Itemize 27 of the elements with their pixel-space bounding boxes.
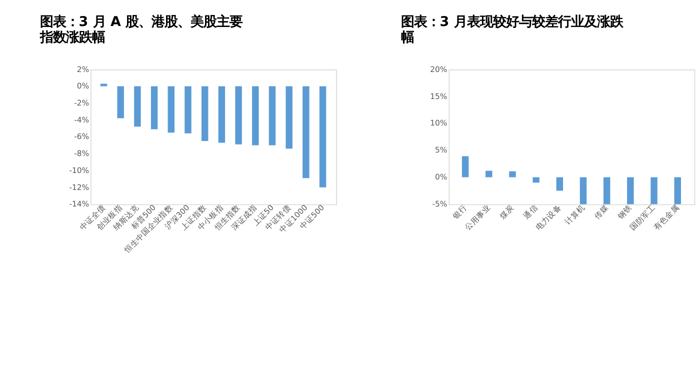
y-tick-label: -8% [74, 149, 90, 158]
y-tick-label: -2% [74, 98, 90, 108]
bar [556, 177, 564, 191]
bar [532, 177, 540, 183]
bar [486, 170, 492, 178]
y-tick-label: -10% [69, 166, 90, 175]
y-tick-label: -5% [432, 200, 448, 209]
chart-title: 图表：3 月 A 股、港股、美股主要指数涨跌幅 [38, 14, 243, 46]
y-tick-label: -14% [69, 200, 90, 209]
chart-title: 图表：3 月表现较好与较差行业及涨跌幅 [400, 14, 624, 46]
bar [603, 177, 610, 204]
bar [462, 156, 469, 178]
y-tick-label: -6% [74, 132, 90, 142]
y-tick-label: -4% [74, 115, 90, 124]
y-tick-label: 0% [435, 172, 448, 182]
y-tick-label: 0% [76, 82, 90, 91]
y-tick-label: -12% [69, 182, 90, 192]
y-tick-label: 2% [76, 64, 90, 74]
y-tick-label: 10% [430, 118, 448, 128]
bar [627, 177, 634, 204]
bar [674, 177, 681, 204]
bar [580, 177, 587, 204]
bar [509, 171, 516, 178]
y-tick-label: 15% [430, 92, 448, 101]
bar [650, 177, 658, 204]
y-tick-label: 20% [430, 64, 448, 74]
y-tick-label: 5% [435, 146, 448, 155]
